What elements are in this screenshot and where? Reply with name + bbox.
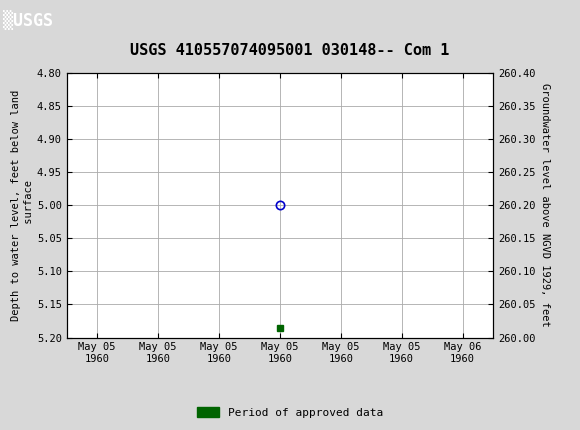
Text: USGS 410557074095001 030148-- Com 1: USGS 410557074095001 030148-- Com 1	[130, 43, 450, 58]
Y-axis label: Depth to water level, feet below land
 surface: Depth to water level, feet below land su…	[11, 90, 34, 321]
Y-axis label: Groundwater level above NGVD 1929, feet: Groundwater level above NGVD 1929, feet	[539, 83, 549, 327]
Text: ▒USGS: ▒USGS	[3, 10, 53, 31]
Legend: Period of approved data: Period of approved data	[193, 403, 387, 422]
